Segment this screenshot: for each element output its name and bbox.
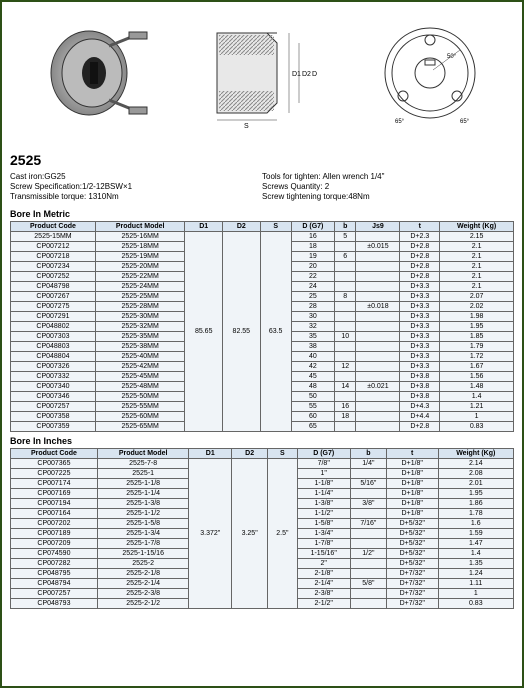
table-header: b — [335, 222, 356, 232]
svg-text:D1: D1 — [292, 71, 301, 78]
table-header: t — [386, 449, 438, 459]
table-header: D2 — [223, 222, 261, 232]
table-header: Product Model — [97, 449, 189, 459]
metric-table: Product CodeProduct ModelD1D2SD (G7)bJs9… — [10, 221, 514, 432]
table-header: Product Code — [11, 222, 96, 232]
spec-line: Tools for tighten: Allen wrench 1/4" — [262, 172, 514, 181]
spec-line: Screw Specification:1/2-12BSW×1 — [10, 182, 262, 191]
specs-left: Cast iron:GG25 Screw Specification:1/2-1… — [10, 172, 262, 202]
spec-line: Screw tightening torque:48Nm — [262, 192, 514, 201]
spec-line: Screws Quantity: 2 — [262, 182, 514, 191]
table-header: D (G7) — [297, 449, 350, 459]
page-container: D1 D2 D S 50° 65° 65° 2525 Cast iron:GG2… — [0, 0, 524, 688]
table-header: S — [268, 449, 297, 459]
table-header: Weight (Kg) — [440, 222, 514, 232]
svg-text:D: D — [312, 71, 317, 78]
inches-section-title: Bore In Inches — [10, 436, 514, 446]
inches-table: Product CodeProduct ModelD1D2SD (G7)btWe… — [10, 448, 514, 609]
table-header: Product Model — [95, 222, 185, 232]
table-row: CP0073652525-7-83.372"3.25"2.5"7/8"1/4"D… — [11, 459, 514, 469]
metric-section-title: Bore In Metric — [10, 209, 514, 219]
diagram-section: D1 D2 D S — [178, 18, 346, 133]
table-header: D (G7) — [291, 222, 334, 232]
table-header: D1 — [189, 449, 232, 459]
svg-text:50°: 50° — [447, 54, 457, 60]
specs-block: Cast iron:GG25 Screw Specification:1/2-1… — [10, 172, 514, 203]
svg-text:65°: 65° — [395, 119, 405, 125]
diagram-3d — [10, 18, 178, 133]
svg-text:D2: D2 — [302, 71, 311, 78]
spec-line: Cast iron:GG25 — [10, 172, 262, 181]
specs-right: Tools for tighten: Allen wrench 1/4" Scr… — [262, 172, 514, 202]
diagram-row: D1 D2 D S 50° 65° 65° — [10, 10, 514, 140]
table-row: 2525-15MM2525-16MM85.6582.5563.5165D+2.3… — [11, 232, 514, 242]
table-header: Weight (Kg) — [438, 449, 513, 459]
diagram-front: 50° 65° 65° — [346, 18, 514, 133]
table-header: D2 — [232, 449, 268, 459]
svg-text:S: S — [244, 123, 249, 128]
table-header: t — [400, 222, 440, 232]
product-title: 2525 — [10, 152, 514, 168]
svg-text:65°: 65° — [460, 119, 470, 125]
spec-line: Transmissible torque: 1310Nm — [10, 192, 262, 201]
table-header: S — [260, 222, 291, 232]
table-header: b — [350, 449, 386, 459]
table-header: Product Code — [11, 449, 98, 459]
table-header: Js9 — [356, 222, 400, 232]
table-header: D1 — [185, 222, 223, 232]
